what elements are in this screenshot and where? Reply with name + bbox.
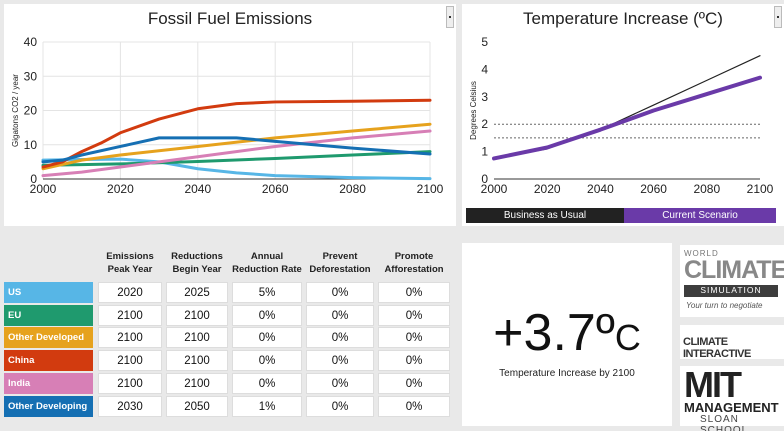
table-cell[interactable]: 0% [378, 327, 450, 349]
table-cell[interactable]: 0% [378, 350, 450, 372]
table-cell[interactable]: 0% [306, 350, 374, 372]
y-tick-label: 2 [481, 117, 488, 131]
x-tick-label: 2020 [534, 182, 561, 196]
header-annual-reduction-rate: Annual Reduction Rate [232, 251, 302, 275]
table-cell[interactable]: 1% [232, 395, 302, 417]
table-cell[interactable]: 0% [232, 350, 302, 372]
policy-table: Emissions Peak Year Reductions Begin Year … [0, 236, 454, 431]
emissions-chart-panel: Fossil Fuel Emissions 0 10 20 30 40 2000 2020 2… [4, 4, 456, 226]
y-tick-label: 40 [24, 35, 38, 49]
table-cell[interactable]: 2100 [166, 327, 228, 349]
x-tick-label: 2040 [184, 182, 211, 196]
y-axis-label: Degrees Celsius [469, 81, 478, 140]
table-cell[interactable]: 2050 [166, 395, 228, 417]
series-line [41, 122, 432, 171]
emissions-chart: 0 10 20 30 40 2000 2020 2040 2060 2080 2100 Gigaton… [11, 35, 444, 196]
series-line [41, 98, 432, 169]
table-cell[interactable]: 2100 [98, 350, 162, 372]
table-cell[interactable]: 5% [232, 282, 302, 303]
y-axis-label: Gigatons CO2 / year [11, 74, 20, 147]
table-cell[interactable]: 0% [306, 327, 374, 349]
temperature-result-value: +3.7ºC [493, 304, 641, 362]
temperature-result-panel: +3.7ºC Temperature Increase by 2100 [462, 243, 672, 426]
legend-current-scenario: Current Scenario [624, 208, 776, 223]
table-cell[interactable]: 0% [378, 282, 450, 303]
table-cell[interactable]: 0% [232, 372, 302, 394]
emissions-chart-title: Fossil Fuel Emissions [147, 9, 313, 28]
series-line [493, 55, 761, 160]
x-tick-label: 2020 [107, 182, 134, 196]
series-line [492, 75, 762, 161]
header-promote-afforestation: Promote Afforestation [384, 251, 444, 275]
series-line [41, 150, 432, 167]
temperature-chart: 0 1 2 3 4 5 2000 2020 2040 2060 2080 2100 Degrees Ce… [469, 35, 774, 196]
header-prevent-deforestation: Prevent Deforestation [309, 251, 371, 275]
world-climate-simulation-logo: WORLD CLIMATE SIMULATION Your turn to ne… [680, 245, 784, 317]
temperature-chart-title: Temperature Increase (ºC) [523, 9, 723, 28]
table-cell[interactable]: 0% [306, 395, 374, 417]
x-tick-label: 2000 [481, 182, 508, 196]
y-tick-label: 20 [24, 104, 38, 118]
y-tick-label: 30 [24, 69, 38, 83]
table-cell[interactable]: 0% [306, 282, 374, 303]
x-tick-label: 2100 [417, 182, 444, 196]
table-cell[interactable]: 2020 [98, 282, 162, 303]
table-cell[interactable]: 0% [378, 395, 450, 417]
header-emissions-peak-year: Emissions Peak Year [106, 251, 154, 275]
region-label: EU [4, 304, 93, 326]
y-tick-label: 0 [30, 172, 37, 186]
x-tick-label: 2060 [262, 182, 289, 196]
emissions-chart-menu-button[interactable] [446, 6, 454, 28]
x-tick-label: 2040 [587, 182, 614, 196]
temperature-chart-menu-button[interactable] [774, 6, 782, 28]
table-cell[interactable]: 2100 [98, 304, 162, 326]
table-cell[interactable]: 0% [232, 327, 302, 349]
table-cell[interactable]: 2100 [166, 304, 228, 326]
x-tick-label: 2000 [30, 182, 57, 196]
y-tick-label: 1 [481, 145, 488, 159]
table-cell[interactable]: 2025 [166, 282, 228, 303]
table-cell[interactable]: 0% [306, 372, 374, 394]
table-cell[interactable]: 0% [306, 304, 374, 326]
header-reductions-begin-year: Reductions Begin Year [171, 251, 223, 275]
table-cell[interactable]: 2100 [166, 350, 228, 372]
temperature-result-caption: Temperature Increase by 2100 [499, 368, 635, 379]
table-cell[interactable]: 2100 [166, 372, 228, 394]
region-label: Other Developing [4, 395, 93, 417]
y-tick-label: 4 [481, 62, 488, 76]
region-label: Other Developed [4, 327, 93, 349]
table-cell[interactable]: 2030 [98, 395, 162, 417]
series-line [41, 129, 432, 178]
y-tick-label: 0 [481, 172, 488, 186]
table-cell[interactable]: 0% [378, 372, 450, 394]
y-tick-label: 3 [481, 90, 488, 104]
x-tick-label: 2060 [640, 182, 667, 196]
legend-business-as-usual: Business as Usual [466, 208, 624, 223]
mit-sloan-logo: MIT MANAGEMENT SLOAN SCHOOL [680, 364, 784, 431]
region-label: China [4, 350, 93, 372]
y-tick-label: 5 [481, 35, 488, 49]
x-tick-label: 2100 [747, 182, 774, 196]
table-cell[interactable]: 2100 [98, 372, 162, 394]
simulation-banner: SIMULATION [684, 285, 778, 297]
x-tick-label: 2080 [693, 182, 720, 196]
table-cell[interactable]: 0% [232, 304, 302, 326]
table-cell[interactable]: 2100 [98, 327, 162, 349]
table-cell[interactable]: 0% [378, 304, 450, 326]
climate-interactive-logo: CLIMATE INTERACTIVE [680, 325, 784, 360]
region-label: US [4, 282, 93, 303]
x-tick-label: 2080 [339, 182, 366, 196]
y-tick-label: 10 [24, 138, 38, 152]
series-line [41, 136, 432, 164]
temperature-chart-panel: Temperature Increase (ºC) 0 1 2 3 4 5 2000 2020… [462, 4, 784, 226]
region-label: India [4, 372, 93, 394]
